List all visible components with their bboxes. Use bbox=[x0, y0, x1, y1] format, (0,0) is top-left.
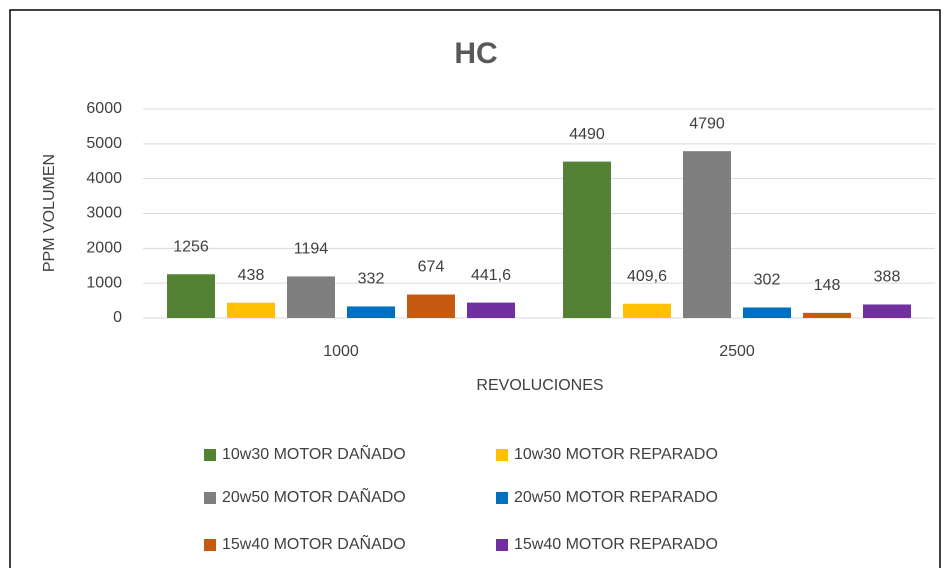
legend-label: 20w50 MOTOR DAÑADO bbox=[222, 486, 406, 506]
data-label: 409,6 bbox=[627, 268, 667, 285]
bar bbox=[287, 276, 335, 318]
data-label: 388 bbox=[874, 269, 901, 286]
x-tick-label: 1000 bbox=[323, 343, 359, 360]
legend-label: 10w30 MOTOR REPARADO bbox=[514, 446, 718, 463]
bar bbox=[407, 294, 455, 318]
bar bbox=[227, 302, 275, 318]
bar bbox=[347, 306, 395, 318]
legend-swatch bbox=[204, 539, 216, 551]
legend-swatch bbox=[496, 539, 508, 551]
y-tick-label: 4000 bbox=[86, 170, 122, 187]
legend-label: 15w40 MOTOR REPARADO bbox=[514, 536, 718, 553]
legend-label: 10w30 MOTOR DAÑADO bbox=[222, 443, 406, 463]
data-label: 441,6 bbox=[471, 267, 511, 284]
data-label: 4490 bbox=[569, 126, 605, 143]
y-tick-label: 1000 bbox=[86, 274, 122, 291]
y-tick-label: 5000 bbox=[86, 135, 122, 152]
data-label: 438 bbox=[238, 267, 265, 284]
data-label: 148 bbox=[814, 277, 841, 294]
legend-swatch bbox=[496, 449, 508, 461]
data-label: 1194 bbox=[294, 241, 329, 258]
bar bbox=[743, 307, 791, 318]
bar bbox=[803, 312, 851, 318]
y-tick-label: 0 bbox=[113, 309, 122, 326]
bar bbox=[467, 302, 515, 318]
bar bbox=[563, 161, 611, 318]
data-label: 674 bbox=[418, 259, 445, 276]
data-label: 332 bbox=[358, 271, 385, 288]
x-tick-label: 2500 bbox=[719, 343, 755, 360]
y-tick-label: 6000 bbox=[86, 100, 122, 117]
chart-frame bbox=[9, 9, 941, 568]
legend-swatch bbox=[204, 449, 216, 461]
legend-swatch bbox=[204, 492, 216, 504]
y-tick-label: 3000 bbox=[86, 205, 122, 222]
x-axis-title: REVOLUCIONES bbox=[476, 377, 603, 394]
bar bbox=[683, 151, 731, 318]
y-axis-title: PPM VOLUMEN bbox=[41, 154, 58, 272]
data-label: 4790 bbox=[689, 115, 725, 132]
bar bbox=[167, 274, 215, 318]
y-tick-label: 2000 bbox=[86, 240, 122, 257]
bar bbox=[623, 303, 671, 318]
legend-label: 20w50 MOTOR REPARADO bbox=[514, 489, 718, 506]
chart-title: HC bbox=[454, 37, 497, 70]
legend-swatch bbox=[496, 492, 508, 504]
legend-label: 15w40 MOTOR DAÑADO bbox=[222, 533, 406, 553]
data-label: 1256 bbox=[173, 238, 209, 255]
bar bbox=[863, 304, 911, 318]
data-label: 302 bbox=[754, 272, 781, 289]
